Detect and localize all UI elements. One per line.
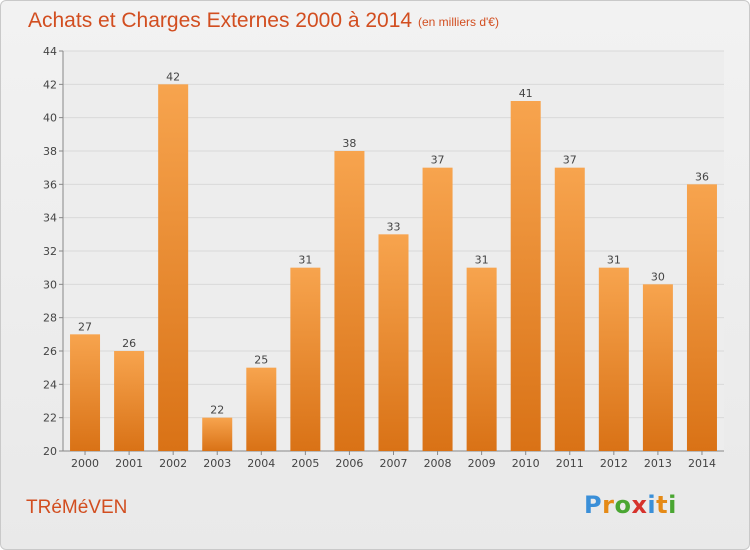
bar-value-label: 33 xyxy=(387,220,401,233)
bar xyxy=(70,334,101,451)
x-tick-label: 2013 xyxy=(644,457,672,470)
bar-value-label: 30 xyxy=(651,270,665,283)
bar xyxy=(686,184,717,452)
bar xyxy=(290,267,321,451)
x-tick-label: 2010 xyxy=(512,457,540,470)
x-tick-label: 2000 xyxy=(71,457,99,470)
x-tick-label: 2011 xyxy=(556,457,584,470)
bar-value-label: 25 xyxy=(254,354,268,367)
x-tick-label: 2002 xyxy=(159,457,187,470)
bar xyxy=(378,234,409,451)
bar xyxy=(334,151,365,451)
y-tick-label: 28 xyxy=(43,312,57,325)
x-tick-label: 2007 xyxy=(380,457,408,470)
y-tick-label: 36 xyxy=(43,178,57,191)
bar-value-label: 42 xyxy=(166,70,180,83)
y-tick-label: 26 xyxy=(43,345,57,358)
y-tick-label: 34 xyxy=(43,212,57,225)
x-tick-label: 2008 xyxy=(424,457,452,470)
y-tick-label: 32 xyxy=(43,245,57,258)
y-tick-label: 22 xyxy=(43,412,57,425)
bar xyxy=(466,267,497,451)
bar xyxy=(642,284,673,451)
x-tick-label: 2014 xyxy=(688,457,716,470)
bar-value-label: 38 xyxy=(342,137,356,150)
y-tick-label: 44 xyxy=(43,45,57,58)
x-tick-label: 2009 xyxy=(468,457,496,470)
bar-value-label: 37 xyxy=(563,154,577,167)
bar xyxy=(510,101,541,451)
y-tick-label: 38 xyxy=(43,145,57,158)
bar-value-label: 22 xyxy=(210,404,224,417)
bar-value-label: 31 xyxy=(475,254,489,267)
bar-value-label: 31 xyxy=(607,254,621,267)
y-tick-label: 24 xyxy=(43,378,57,391)
x-tick-label: 2004 xyxy=(247,457,275,470)
bar xyxy=(114,351,145,451)
bar-value-label: 31 xyxy=(298,254,312,267)
bar-value-label: 27 xyxy=(78,320,92,333)
commune-name: TRéMéVEN xyxy=(26,497,128,518)
x-tick-label: 2005 xyxy=(291,457,319,470)
x-tick-label: 2003 xyxy=(203,457,231,470)
chart-title: Achats et Charges Externes 2000 à 2014 xyxy=(28,9,413,32)
y-tick-label: 42 xyxy=(43,78,57,91)
bar xyxy=(554,167,585,451)
y-tick-label: 40 xyxy=(43,112,57,125)
bar xyxy=(158,84,189,451)
bar xyxy=(246,367,277,451)
chart-unit: (en milliers d'€) xyxy=(418,15,499,29)
bar-value-label: 37 xyxy=(431,154,445,167)
x-tick-label: 2006 xyxy=(335,457,363,470)
y-tick-label: 30 xyxy=(43,278,57,291)
bar-value-label: 41 xyxy=(519,87,533,100)
x-tick-label: 2001 xyxy=(115,457,143,470)
x-tick-label: 2012 xyxy=(600,457,628,470)
y-tick-label: 20 xyxy=(43,445,57,458)
bar-value-label: 36 xyxy=(695,170,709,183)
proxiti-logo: Proxiti xyxy=(584,491,677,519)
bar xyxy=(422,167,453,451)
bar xyxy=(202,417,233,451)
bar-chart: 20 22 24 26 28 30 32 34 36 38 40 42 44 27 2000 26 2001 42… xyxy=(43,45,724,470)
bar-value-label: 26 xyxy=(122,337,136,350)
bar xyxy=(598,267,629,451)
